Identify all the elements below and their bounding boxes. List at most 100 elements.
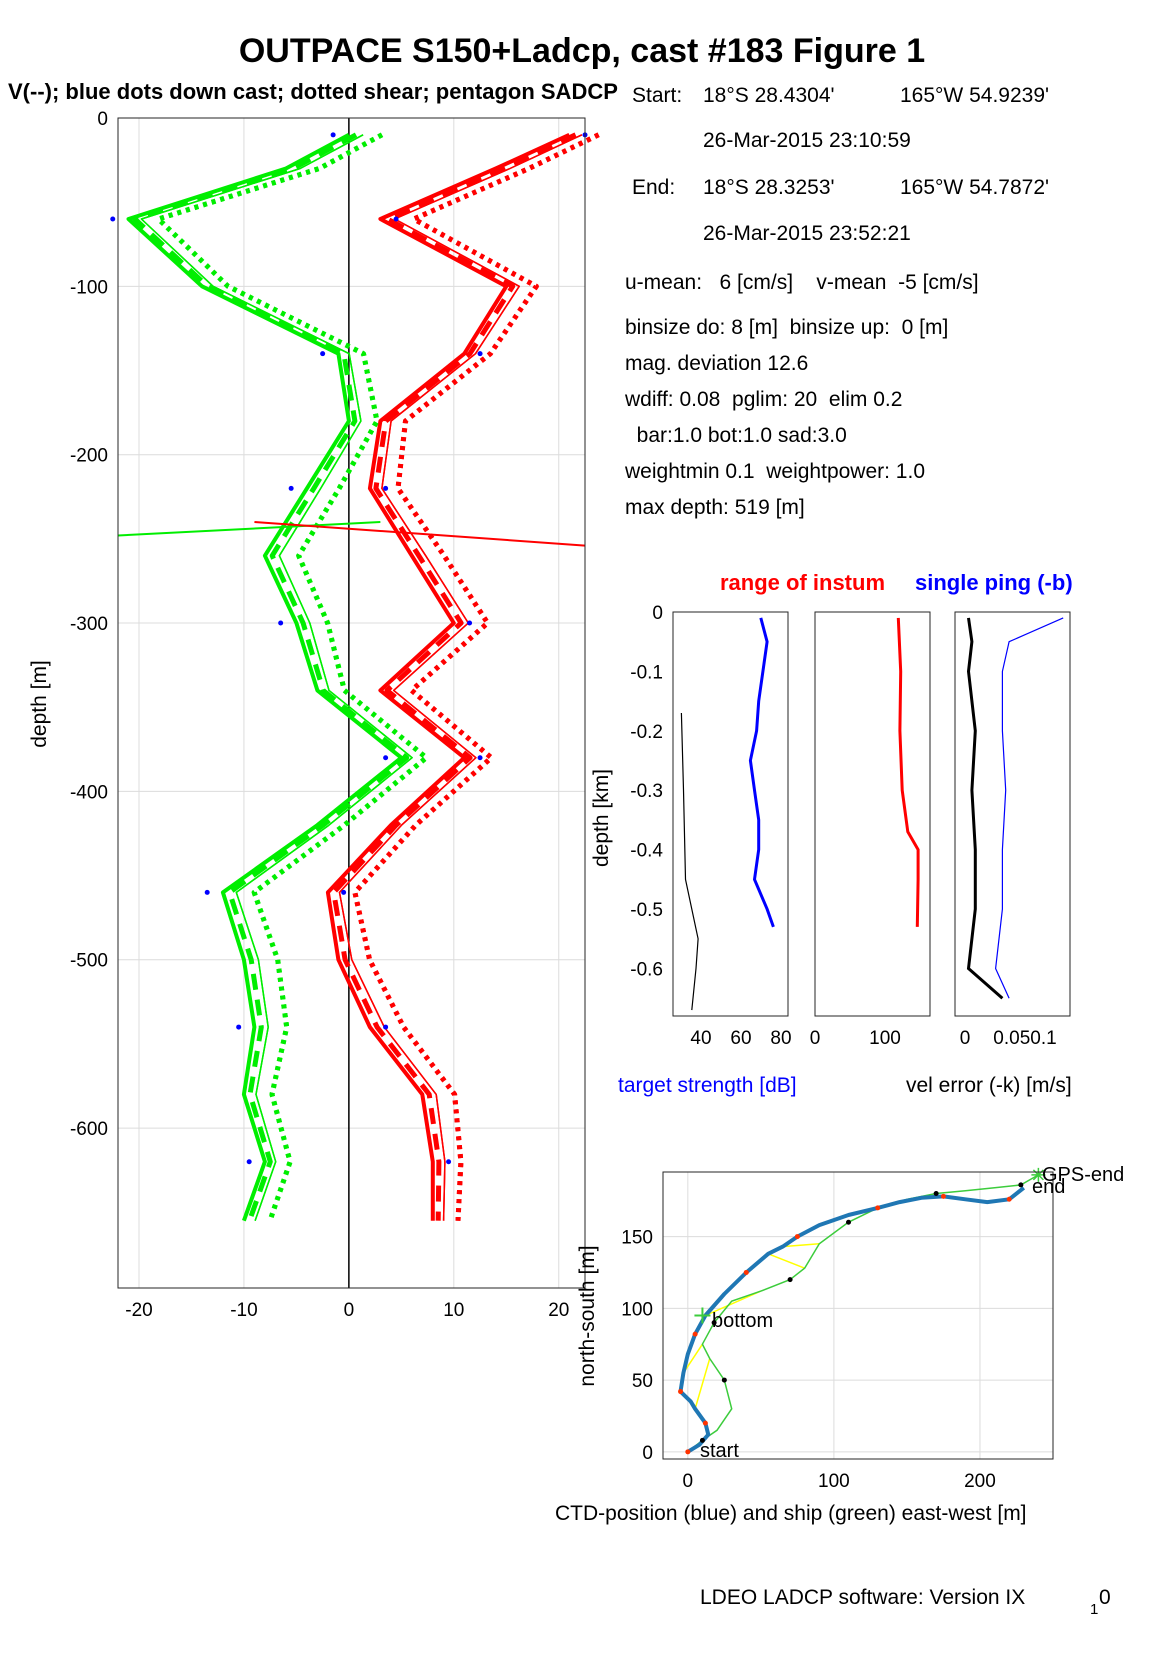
ctd-ship-link	[767, 1253, 805, 1269]
ship-marker	[846, 1219, 852, 1225]
downcast-dot	[383, 1024, 389, 1030]
profile-u-line	[325, 132, 571, 1221]
downcast-dot	[204, 889, 210, 895]
track-x-tick-label: 200	[964, 1471, 996, 1492]
u-crossing-line	[254, 521, 586, 547]
cast-info: Start: 18°S 28.4304' 165°W 54.9239' 26-M…	[624, 84, 1049, 519]
end-time: 26-Mar-2015 23:52:21	[703, 222, 911, 245]
ship-marker	[711, 1320, 717, 1326]
end-lat: 18°S 28.3253'	[703, 176, 835, 199]
profile-v-line	[156, 132, 429, 1222]
ctd-ship-link	[705, 1290, 762, 1317]
inst-y-tick-label: 0	[652, 603, 663, 624]
ctd-ship-link	[782, 1243, 820, 1248]
ship-marker	[699, 1437, 705, 1443]
track-axes-box	[662, 1171, 1054, 1460]
track-end-label: end	[1032, 1176, 1065, 1198]
ctd-marker	[702, 1420, 708, 1426]
inst-panel-box	[672, 611, 789, 1017]
main-y-tick-label: 0	[97, 109, 108, 130]
software-version-tail: 0	[1099, 1586, 1111, 1609]
ctd-marker	[794, 1234, 800, 1240]
downcast-dot	[341, 889, 347, 895]
inst-blue-line	[994, 617, 1064, 999]
software-version: LDEO LADCP software: Version IX	[700, 1586, 1025, 1609]
track-y-label: north-south [m]	[576, 1245, 599, 1386]
inst-x-tick-label: 80	[770, 1028, 791, 1049]
v-crossing-line	[117, 521, 381, 537]
main-y-tick-label: -400	[70, 782, 108, 803]
inst-panel-box	[954, 611, 1071, 1017]
start-lat: 18°S 28.4304'	[703, 84, 835, 107]
inst-y-tick-label: -0.2	[630, 722, 663, 743]
start-lon: 165°W 54.9239'	[900, 84, 1049, 107]
inst-y-tick-label: -0.1	[630, 662, 663, 683]
bottom-marker	[694, 1307, 711, 1324]
inst-x-label-target: target strength [dB]	[618, 1074, 797, 1097]
inst-x-tick-label: 0.050.1	[993, 1028, 1056, 1049]
ctd-track	[678, 1186, 1026, 1454]
info-line-3: wdiff: 0.08 pglim: 20 elim 0.2	[624, 388, 902, 411]
downcast-dot	[477, 351, 483, 357]
inst-panel-box	[814, 611, 931, 1017]
ctd-marker	[743, 1269, 749, 1275]
downcast-dot	[383, 755, 389, 761]
inst-red-line	[896, 617, 920, 927]
ctd-marker	[875, 1205, 881, 1211]
inst-x-tick-label: 100	[869, 1028, 901, 1049]
main-y-tick-label: -100	[70, 277, 108, 298]
inst-title-blue: single ping (-b)	[915, 570, 1073, 595]
inst-y-tick-label: -0.6	[630, 959, 663, 980]
track-y-tick-label: 50	[632, 1371, 653, 1392]
info-line-5: weightmin 0.1 weightpower: 1.0	[624, 460, 925, 483]
software-version-sub: 1	[1090, 1601, 1098, 1618]
main-x-tick-label: 10	[443, 1300, 464, 1321]
main-y-label: depth [m]	[28, 660, 51, 748]
figure-title: OUTPACE S150+Ladcp, cast #183 Figure 1	[239, 32, 925, 70]
track-start-label: start	[700, 1440, 739, 1462]
main-y-tick-label: -300	[70, 614, 108, 635]
downcast-dot	[446, 1159, 452, 1165]
track-x-label: CTD-position (blue) and ship (green) eas…	[555, 1502, 1027, 1525]
main-axes-box	[117, 117, 586, 1289]
inst-panel-1: 0 100	[810, 611, 931, 1049]
downcast-dot	[383, 485, 389, 491]
inst-x-tick-label: 60	[730, 1028, 751, 1049]
profile-v-line	[132, 132, 410, 1222]
downcast-dot	[477, 755, 483, 761]
main-y-tick-label: -500	[70, 951, 108, 972]
instrument-panels: range of instum single ping (-b) 0 -0.1 -0…	[590, 570, 1073, 1097]
inst-y-label: depth [km]	[590, 769, 613, 867]
track-y-tick-label: 150	[621, 1228, 653, 1249]
inst-panel-2: 0 0.050.1	[954, 611, 1071, 1049]
profile-u-line	[331, 132, 577, 1221]
main-y-ticks: 0 -100 -200 -300 -400 -500 -600	[70, 109, 108, 1140]
ctd-marker	[1006, 1196, 1012, 1202]
downcast-dot	[288, 485, 294, 491]
main-y-tick-label: -200	[70, 446, 108, 467]
profile-v-line	[140, 134, 413, 1221]
inst-y-tick-label: -0.3	[630, 781, 663, 802]
info-line-6: max depth: 519 [m]	[625, 496, 805, 519]
inst-y-tick-label: -0.4	[630, 841, 663, 862]
start-time: 26-Mar-2015 23:10:59	[703, 129, 911, 152]
profile-v-line	[126, 133, 404, 1222]
ctd-marker	[678, 1389, 684, 1395]
profile-u-line	[338, 134, 583, 1221]
profile-u-line	[352, 132, 600, 1221]
info-line-4: bar:1.0 bot:1.0 sad:3.0	[625, 424, 847, 447]
main-x-ticks: -20 -10 0 10 20	[125, 1300, 569, 1321]
downcast-dot	[110, 216, 116, 222]
downcast-dot	[467, 620, 473, 626]
ctd-marker	[685, 1449, 691, 1455]
inst-y-tick-label: -0.5	[630, 900, 663, 921]
track-ticks: 0 100 200 0 50 100 150	[621, 1228, 996, 1492]
main-x-tick-label: -20	[125, 1300, 152, 1321]
track-bottom-label: bottom	[712, 1310, 773, 1332]
track-y-tick-label: 0	[642, 1443, 653, 1464]
start-label: Start:	[632, 84, 682, 107]
figure-subtitle: V(--); blue dots down cast; dotted shear…	[8, 79, 618, 104]
downcast-dot	[320, 351, 326, 357]
track-x-tick-label: 100	[818, 1471, 850, 1492]
profile-v-line	[156, 132, 429, 1222]
